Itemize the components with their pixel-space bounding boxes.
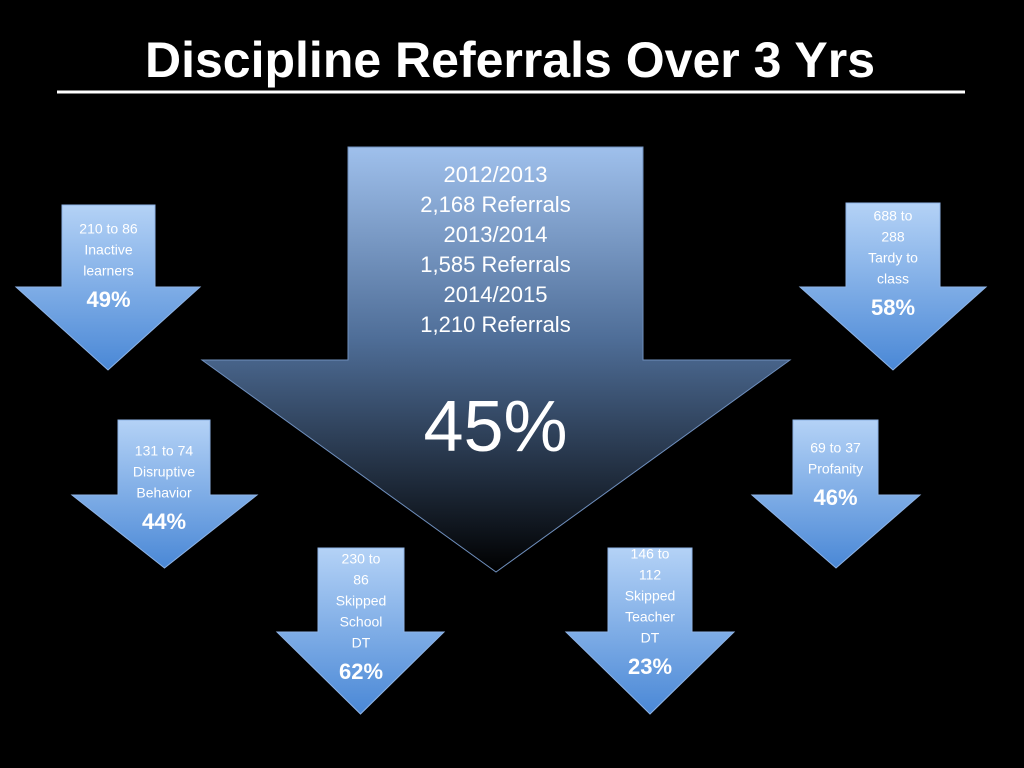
arrow-line: Skipped: [625, 588, 676, 604]
arrow-line: class: [877, 271, 909, 287]
arrow-line: 131 to 74: [135, 443, 194, 459]
arrow-line: 86: [353, 572, 369, 588]
arrow-line: Inactive: [84, 242, 132, 258]
main-arrow-line: 1,585 Referrals: [420, 252, 570, 277]
main-arrow-line: 2,168 Referrals: [420, 192, 570, 217]
arrow-percent: 44%: [142, 509, 186, 534]
arrow-line: 288: [881, 229, 905, 245]
arrow: [14, 204, 202, 371]
arrow: [750, 419, 922, 569]
main-arrow-line: 2013/2014: [444, 222, 548, 247]
arrow-line: 146 to: [631, 546, 670, 562]
arrow-line: Behavior: [136, 485, 192, 501]
main-arrow-line: 2014/2015: [444, 282, 548, 307]
arrow: [275, 547, 446, 715]
main-arrow-line: 2012/2013: [444, 162, 548, 187]
arrow-percent: 49%: [86, 287, 130, 312]
arrow-line: Tardy to: [868, 250, 918, 266]
arrow-line: 112: [639, 567, 662, 583]
arrow-line: 230 to: [342, 551, 381, 567]
arrow: [564, 547, 736, 715]
arrow-percent: 62%: [339, 659, 383, 684]
arrow-line: DT: [352, 635, 371, 651]
main-arrow-line: 1,210 Referrals: [420, 312, 570, 337]
arrow-line: learners: [83, 263, 134, 279]
main-arrow-percent: 45%: [423, 387, 567, 467]
main-arrow: [200, 146, 792, 573]
title: Discipline Referrals Over 3 Yrs: [145, 32, 875, 88]
arrow-line: Disruptive: [133, 464, 195, 480]
arrow-line: Teacher: [625, 609, 675, 625]
arrow-line: Profanity: [808, 461, 863, 477]
arrow: [70, 419, 259, 569]
arrow-percent: 23%: [628, 654, 672, 679]
arrow-line: 69 to 37: [810, 440, 861, 456]
arrow-line: 688 to: [874, 208, 913, 224]
arrow: [798, 202, 988, 371]
arrow-line: Skipped: [336, 593, 387, 609]
arrow-line: School: [340, 614, 383, 630]
arrow-percent: 46%: [813, 485, 857, 510]
arrow-line: 210 to 86: [79, 221, 138, 237]
arrow-line: DT: [641, 630, 660, 646]
arrow-percent: 58%: [871, 295, 915, 320]
